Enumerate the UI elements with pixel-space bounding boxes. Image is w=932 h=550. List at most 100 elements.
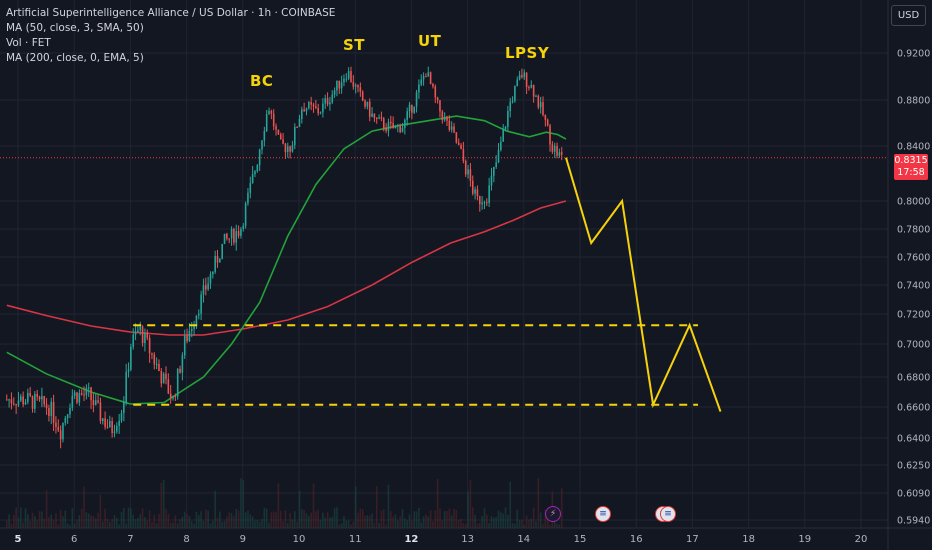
us-flag-event-icon[interactable]: ≡ xyxy=(660,506,676,522)
volume-bar xyxy=(226,516,228,528)
candle-body xyxy=(197,313,200,316)
candle-body xyxy=(144,332,146,343)
volume-bar xyxy=(104,508,106,528)
candle-body xyxy=(523,72,526,78)
candle-body xyxy=(83,394,85,396)
volume-bar xyxy=(544,509,547,528)
candle-body xyxy=(146,332,149,338)
annotation-lpsy[interactable]: LPSY xyxy=(505,44,550,62)
annotation-ut[interactable]: UT xyxy=(418,32,442,50)
annotation-bc[interactable]: BC xyxy=(250,72,274,90)
y-tick-label: 0.5940 xyxy=(897,516,930,527)
candle-body xyxy=(78,393,81,403)
volume-bar xyxy=(411,520,413,528)
candle-body xyxy=(495,162,497,167)
us-flag-event-icon[interactable]: ≡ xyxy=(595,506,611,522)
candle-body xyxy=(427,72,430,77)
candle-body xyxy=(308,102,310,109)
volume-bar xyxy=(118,524,120,528)
x-tick-label: 19 xyxy=(798,534,811,545)
volume-bar xyxy=(347,520,350,528)
candle-body xyxy=(265,114,268,131)
candle-body xyxy=(181,355,184,373)
candle-body xyxy=(401,127,404,133)
currency-button[interactable]: USD xyxy=(891,5,926,26)
volume-bar xyxy=(10,523,13,528)
volume-bar xyxy=(525,515,528,528)
candle-body xyxy=(90,387,92,401)
candle-body xyxy=(326,98,329,105)
candle-body xyxy=(64,418,67,423)
volume-bar xyxy=(15,507,17,528)
volume-bar xyxy=(228,512,231,528)
volume-bar xyxy=(380,510,383,528)
candle-body xyxy=(59,430,62,440)
candle-body xyxy=(338,80,341,89)
candle-body xyxy=(455,132,458,143)
volume-bar xyxy=(43,518,46,528)
candle-body xyxy=(261,140,263,150)
y-tick-label: 0.6600 xyxy=(897,403,930,414)
volume-bar xyxy=(62,516,64,528)
volume-bar xyxy=(373,522,376,528)
y-tick-label: 0.6090 xyxy=(897,489,930,500)
candle-body xyxy=(394,125,397,129)
candle-body xyxy=(509,101,512,111)
volume-bar xyxy=(127,507,130,528)
candle-body xyxy=(214,255,216,272)
candle-body xyxy=(155,363,158,365)
indicator-ma200[interactable]: MA (200, close, 0, EMA, 5) xyxy=(6,52,144,64)
volume-bar xyxy=(20,507,22,528)
volume-bar xyxy=(324,517,327,528)
drawings[interactable] xyxy=(133,157,722,412)
candle-body xyxy=(104,418,106,427)
volume-bar xyxy=(130,508,132,528)
y-tick-label: 0.8000 xyxy=(897,197,930,208)
volume-bar xyxy=(462,523,465,528)
volume-bar xyxy=(289,512,291,528)
indicator-volume[interactable]: Vol · FET xyxy=(6,37,51,49)
volume-bar xyxy=(87,513,90,528)
volume-bar xyxy=(148,510,151,528)
volume-bar xyxy=(78,515,81,528)
lightning-event-icon[interactable]: ⚡ xyxy=(545,506,561,522)
candle-body xyxy=(389,121,392,124)
volume-bar xyxy=(450,515,453,528)
volume-bar xyxy=(59,509,62,528)
candle-body xyxy=(151,353,153,355)
candle-body xyxy=(322,103,324,113)
volume-bar xyxy=(146,520,149,528)
candle-body xyxy=(364,100,366,107)
candle-body xyxy=(415,92,418,107)
candle-body xyxy=(99,402,102,421)
volume-bar xyxy=(221,521,223,528)
candle-body xyxy=(101,418,104,421)
volume-bar xyxy=(256,520,259,528)
candle-body xyxy=(174,395,177,397)
candle-body xyxy=(497,150,500,163)
candle-body xyxy=(216,255,219,263)
annotation-st[interactable]: ST xyxy=(343,36,366,54)
volume-bar xyxy=(99,494,102,528)
candle-body xyxy=(483,202,486,204)
volume-bar xyxy=(345,520,348,528)
candle-body xyxy=(397,125,399,127)
volume-bar xyxy=(186,513,188,528)
candle-body xyxy=(116,425,118,432)
candle-body xyxy=(244,203,247,226)
volume-bar xyxy=(467,491,469,528)
volume-bar xyxy=(446,511,448,528)
volume-bar xyxy=(516,510,519,528)
volume-bar xyxy=(371,513,373,528)
candle-body xyxy=(289,146,291,152)
indicator-ma50[interactable]: MA (50, close, 3, SMA, 50) xyxy=(6,22,144,34)
volume-bar xyxy=(73,523,76,528)
volume-bar xyxy=(399,515,401,528)
volume-bar xyxy=(364,515,366,528)
candle-body xyxy=(542,102,544,116)
volume-bar xyxy=(258,521,261,528)
candle-body xyxy=(247,192,249,204)
symbol-title[interactable]: Artificial Superintelligence Alliance / … xyxy=(6,7,336,19)
